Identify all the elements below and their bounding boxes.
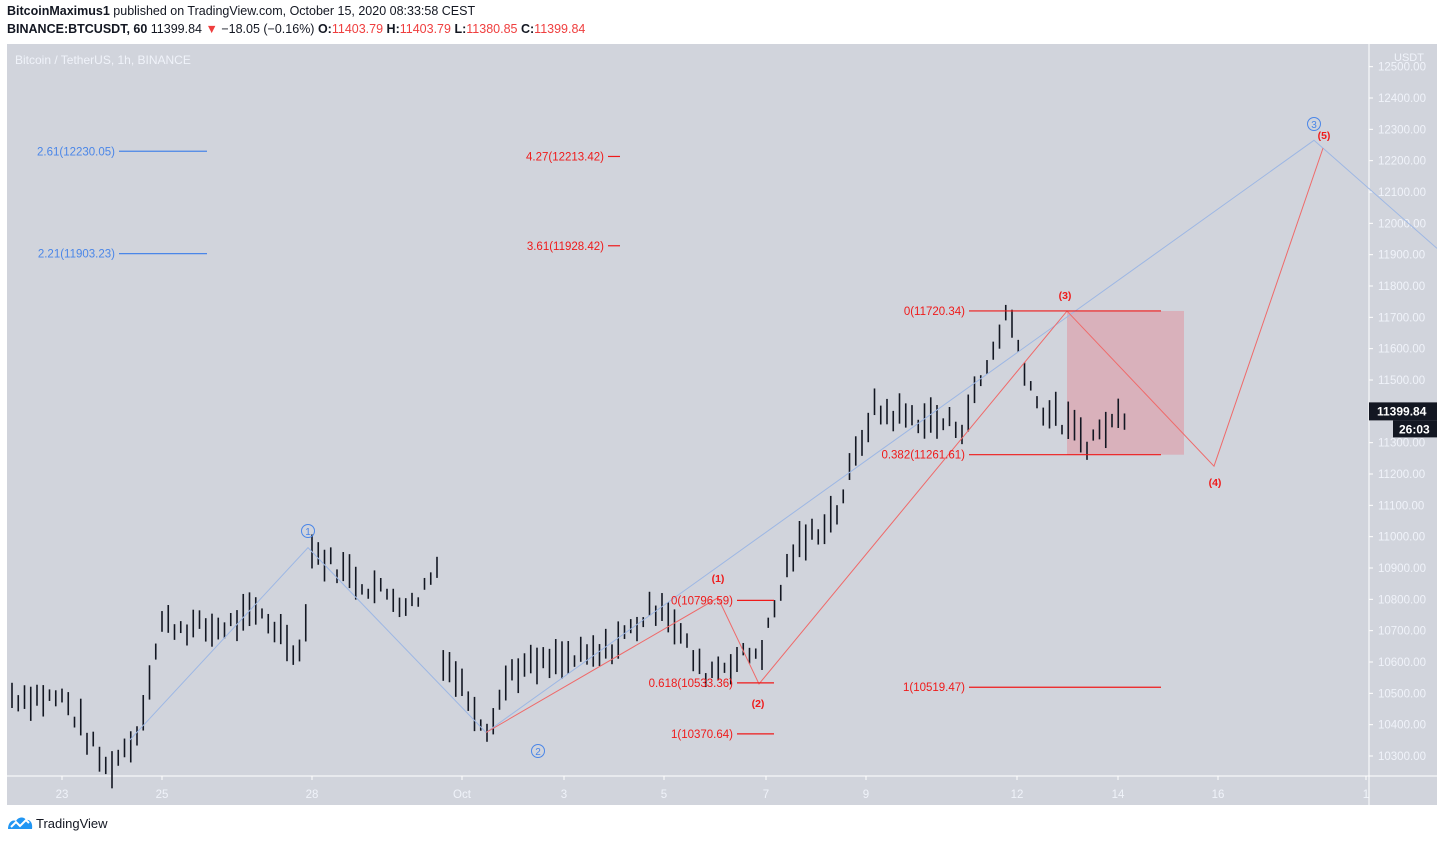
close-label: C: bbox=[520, 22, 535, 36]
price-tick-label: 12400.00 bbox=[1378, 93, 1426, 105]
price-tick-label: 11700.00 bbox=[1378, 312, 1425, 324]
price-tick-label: 11300.00 bbox=[1378, 438, 1425, 450]
time-tick-label: 25 bbox=[156, 789, 169, 801]
wave-1-marker bbox=[301, 524, 315, 538]
time-tick-label: 7 bbox=[763, 789, 769, 801]
time-tick-label: 12 bbox=[1011, 789, 1024, 801]
price-tick-label: 12500.00 bbox=[1378, 62, 1426, 74]
red-wave-label: (3) bbox=[1059, 290, 1072, 302]
price-tick-label: 12200.00 bbox=[1378, 156, 1426, 168]
down-arrow-icon: ▼ bbox=[205, 22, 218, 36]
red-fib-ext-label: 4.27(12213.42) bbox=[526, 151, 604, 163]
blue-wave-path bbox=[129, 139, 1438, 741]
price-chart[interactable]: USDT12500.0012400.0012300.0012200.001210… bbox=[7, 44, 1438, 805]
time-tick-label: 1 bbox=[1363, 789, 1369, 801]
countdown-tag bbox=[1393, 420, 1437, 438]
last-price: 11399.84 bbox=[150, 22, 202, 36]
price-tick-label: 11000.00 bbox=[1378, 532, 1425, 544]
low-value: 11380.85 bbox=[466, 22, 518, 36]
price-tick-label: 10900.00 bbox=[1378, 563, 1426, 575]
red-wave-label: (2) bbox=[752, 698, 765, 710]
price-tick-label: 11800.00 bbox=[1378, 281, 1425, 293]
time-tick-label: 3 bbox=[561, 789, 567, 801]
open-value: 11403.79 bbox=[331, 22, 384, 36]
price-tick-label: 11900.00 bbox=[1378, 250, 1425, 262]
red-fib-ext-label: 3.61(11928.42) bbox=[527, 241, 604, 253]
price-tick-label: 10400.00 bbox=[1378, 720, 1426, 732]
price-tick-label: 10500.00 bbox=[1378, 688, 1426, 700]
red-fib-wave2-label: 1(10370.64) bbox=[671, 729, 733, 741]
red-fib-wave2-label: 0(10796.59) bbox=[671, 595, 733, 607]
red-wave-path bbox=[485, 147, 1324, 733]
price-tick-label: 12000.00 bbox=[1378, 218, 1426, 230]
blue-fib-label: 2.21(11903.23) bbox=[38, 249, 115, 261]
correction-zone-box bbox=[1067, 310, 1184, 455]
time-tick-label: 16 bbox=[1212, 789, 1225, 801]
low-label: L: bbox=[454, 22, 467, 36]
publish-info: BitcoinMaximus1 published on TradingView… bbox=[7, 4, 475, 18]
red-fib-wave4-label: 0(11720.34) bbox=[904, 306, 965, 318]
red-fib-wave2-label: 0.618(10533.36) bbox=[649, 678, 734, 690]
symbol: BINANCE:BTCUSDT, 60 bbox=[7, 22, 148, 36]
last-price-label: 11399.84 bbox=[1377, 404, 1427, 418]
footer: TradingView bbox=[7, 815, 108, 831]
price-tick-label: 10600.00 bbox=[1378, 657, 1426, 669]
time-tick-label: Oct bbox=[453, 789, 472, 801]
author[interactable]: BitcoinMaximus1 bbox=[7, 4, 110, 18]
footer-brand: TradingView bbox=[36, 815, 108, 831]
open-label: O: bbox=[317, 22, 332, 36]
price-tick-label: 12300.00 bbox=[1378, 124, 1426, 136]
red-wave-label: (5) bbox=[1318, 130, 1331, 142]
chart-title: Bitcoin / TetherUS, 1h, BINANCE bbox=[15, 53, 191, 67]
high-label: H: bbox=[386, 22, 400, 36]
tradingview-logo-icon bbox=[8, 817, 33, 829]
red-fib-wave4-label: 1(10519.47) bbox=[903, 682, 965, 694]
symbol-info: BINANCE:BTCUSDT, 60 11399.84 ▼ −18.05 (−… bbox=[7, 22, 585, 36]
red-fib-wave4-label: 0.382(11261.61) bbox=[881, 450, 965, 462]
time-tick-label: 23 bbox=[56, 789, 69, 801]
price-tick-label: 10700.00 bbox=[1378, 626, 1426, 638]
last-price-tag bbox=[1369, 402, 1437, 421]
wave-1-marker-text: 1 bbox=[305, 527, 311, 538]
time-tick-label: 5 bbox=[661, 789, 667, 801]
price-tick-label: 11100.00 bbox=[1378, 500, 1424, 512]
chart-pane[interactable]: USDT 12500.00 12400.00 12300.00 12200.00 1210… bbox=[7, 44, 1438, 805]
price-change: −18.05 (−0.16%) bbox=[221, 22, 315, 36]
red-wave-label: (1) bbox=[712, 573, 725, 585]
time-tick-label: 14 bbox=[1112, 789, 1125, 801]
price-tick-label: 10800.00 bbox=[1378, 594, 1426, 606]
price-tick-label: 12100.00 bbox=[1378, 187, 1426, 199]
price-tick-label: 11500.00 bbox=[1378, 375, 1425, 387]
countdown-label: 26:03 bbox=[1399, 422, 1430, 436]
price-tick-label: 10300.00 bbox=[1378, 751, 1426, 763]
wave-2-marker bbox=[531, 744, 545, 758]
close-value: 11399.84 bbox=[534, 22, 586, 36]
currency-label: USDT bbox=[1394, 52, 1424, 64]
price-tick-label: 11200.00 bbox=[1378, 469, 1425, 481]
red-wave-label: (4) bbox=[1209, 477, 1222, 489]
time-tick-label: 9 bbox=[863, 789, 869, 801]
blue-fib-label: 2.61(12230.05) bbox=[37, 146, 115, 158]
price-tick-label: 11600.00 bbox=[1378, 344, 1425, 356]
time-tick-label: 28 bbox=[306, 789, 319, 801]
published-text: published on TradingView.com, October 15… bbox=[113, 4, 476, 18]
wave-3-marker-text: 3 bbox=[1311, 120, 1317, 131]
high-value: 11403.79 bbox=[399, 22, 451, 36]
wave-3-marker bbox=[1307, 117, 1321, 131]
wave-2-marker-text: 2 bbox=[535, 747, 541, 758]
